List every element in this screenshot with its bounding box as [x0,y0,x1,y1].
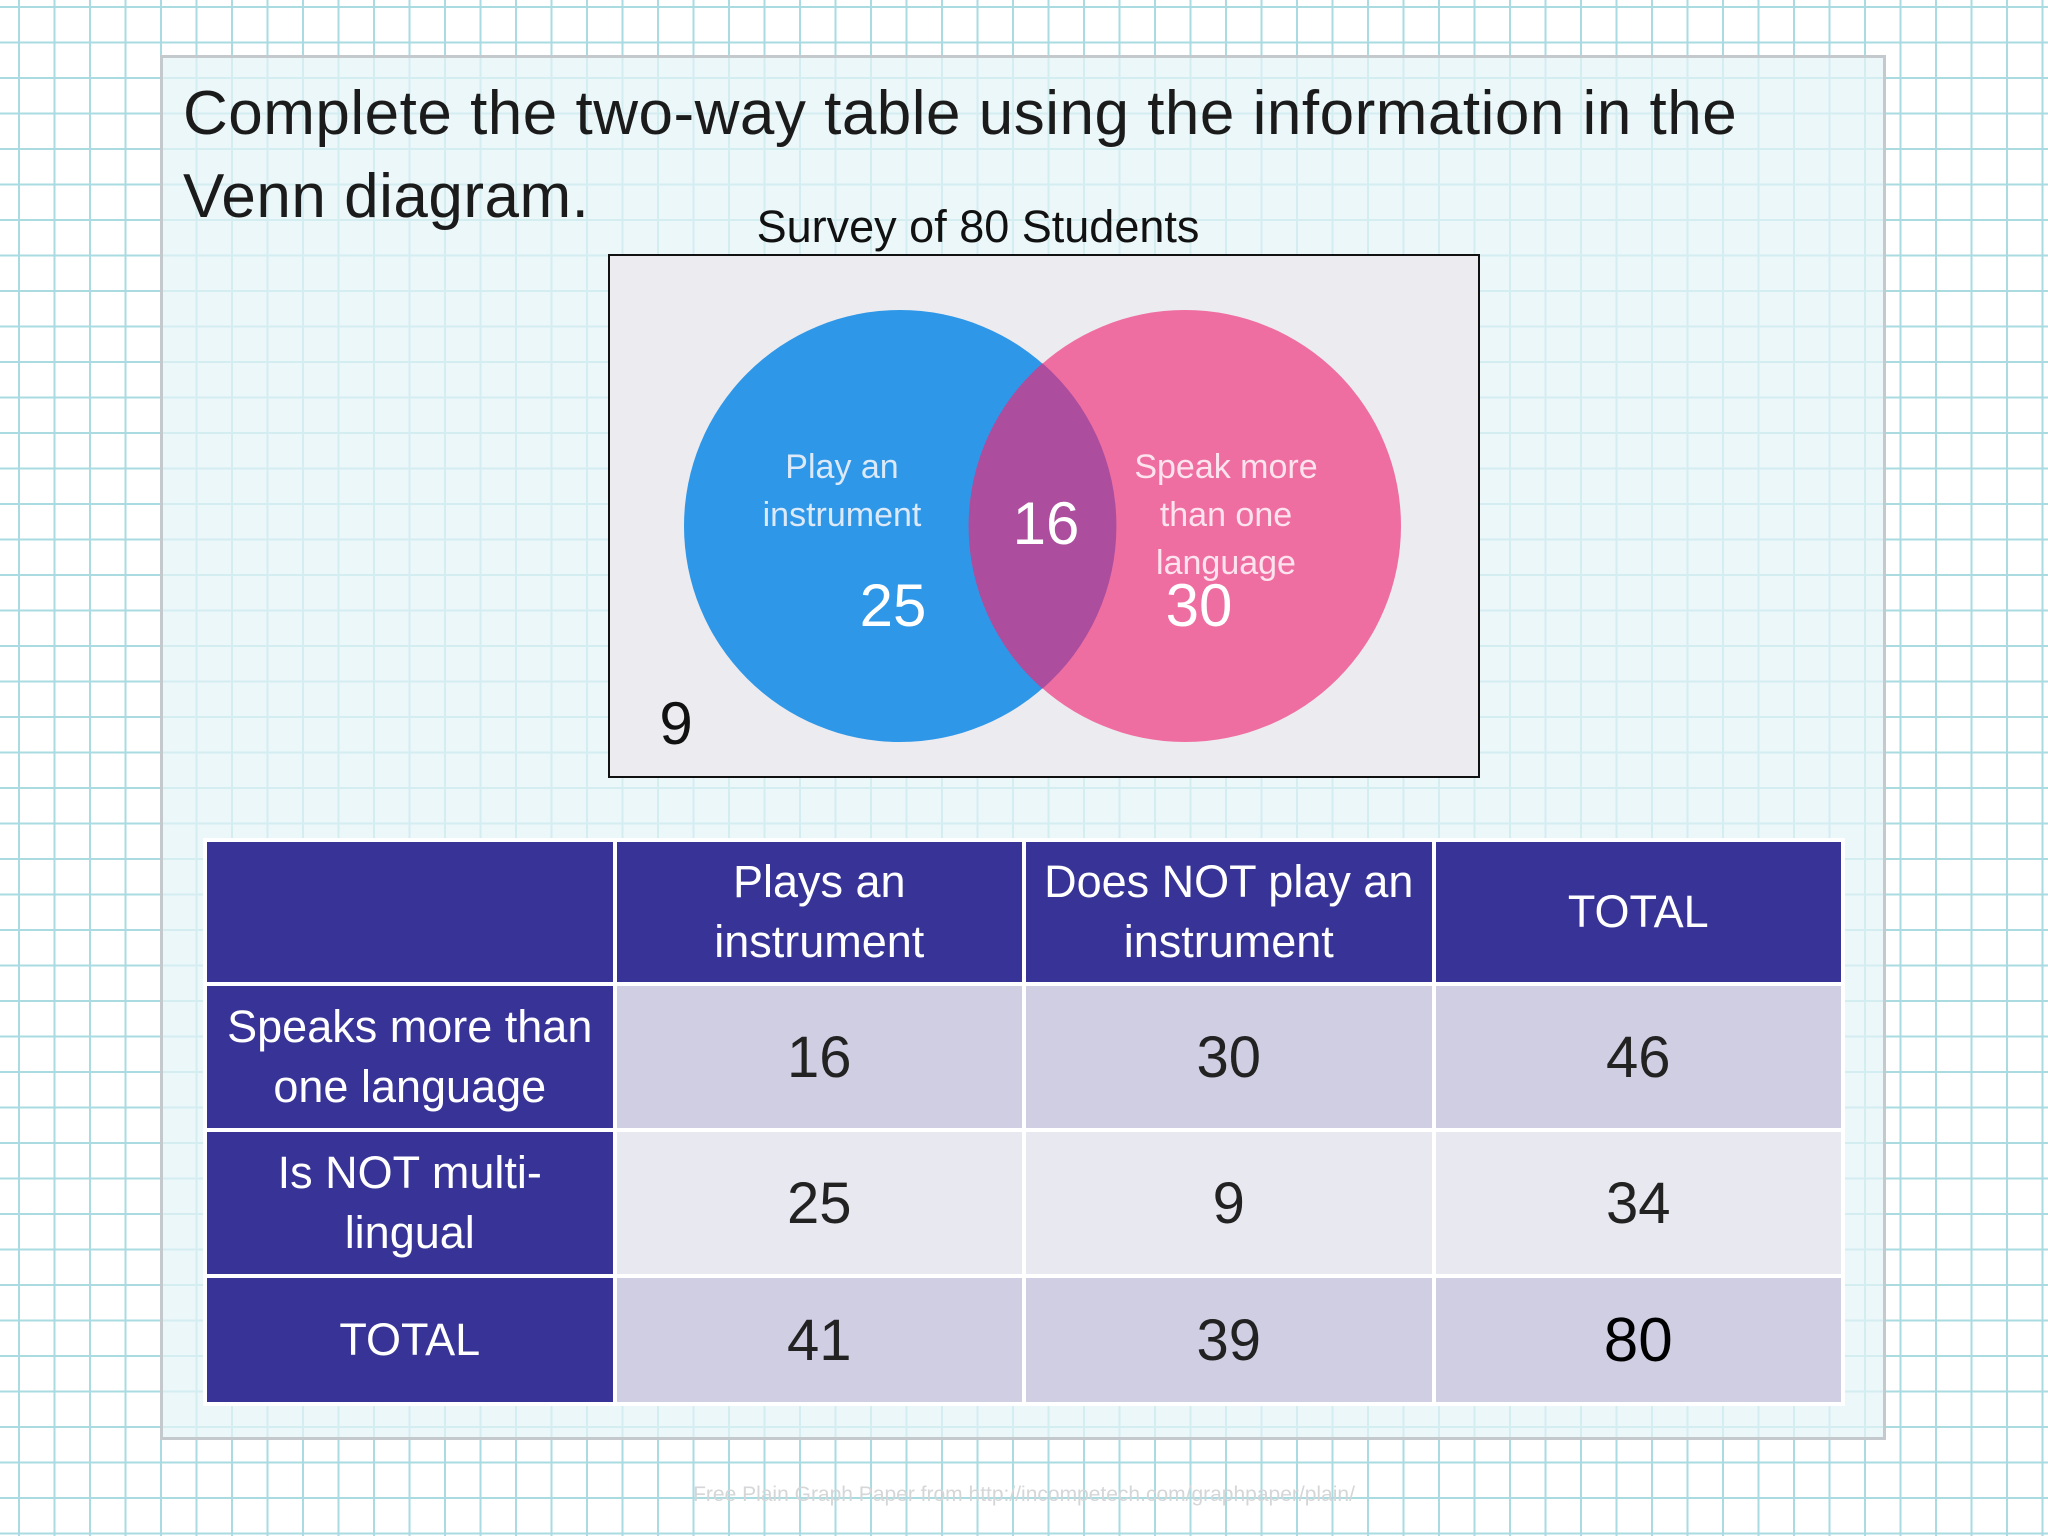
set-b-label-line2: than one [1160,496,1292,534]
grand-total-cell: 80 [1431,1274,1845,1406]
table-row: TOTAL 41 39 80 [203,1274,1845,1406]
intersection-value: 16 [1013,490,1080,557]
cell-value: 25 [612,1128,1026,1278]
header-total: TOTAL [1431,838,1845,986]
cell-value: 16 [612,982,1026,1132]
venn-intersection [968,363,1117,689]
set-a-label-line2: instrument [763,496,922,534]
table-row: Is NOT multi-lingual 25 9 34 [203,1128,1845,1278]
cell-value: 39 [1022,1274,1436,1406]
header-not-play-instrument: Does NOT play an instrument [1022,838,1436,986]
table-row: Speaks more than one language 16 30 46 [203,982,1845,1132]
header-plays-instrument: Plays an instrument [612,838,1026,986]
venn-title: Survey of 80 Students [756,201,1200,252]
row-label-total: TOTAL [203,1274,617,1406]
set-b-label-line3: language [1156,544,1296,582]
cell-value: 41 [612,1274,1026,1406]
table-corner-cell [203,838,617,986]
outside-value: 9 [659,690,692,757]
footer-credit: Free Plain Graph Paper from http://incom… [693,1483,1355,1506]
set-b-only-value: 30 [1166,572,1233,639]
venn-diagram: Play an instrument 25 16 Speak more than… [608,254,1480,778]
two-way-table: Plays an instrument Does NOT play an ins… [203,838,1845,1406]
set-a-label-line1: Play an [785,448,898,486]
cell-value: 34 [1431,1128,1845,1278]
row-label-not-multilingual: Is NOT multi-lingual [203,1128,617,1278]
cell-value: 30 [1022,982,1436,1132]
row-label-multilingual: Speaks more than one language [203,982,617,1132]
cell-value: 9 [1022,1128,1436,1278]
set-b-label-line1: Speak more [1134,448,1317,486]
table-header-row: Plays an instrument Does NOT play an ins… [203,838,1845,986]
venn-svg: Play an instrument 25 16 Speak more than… [659,310,1401,757]
set-a-only-value: 25 [860,572,927,639]
instruction-text: Complete the two-way table using the inf… [183,79,1738,231]
cell-value: 46 [1431,982,1845,1132]
